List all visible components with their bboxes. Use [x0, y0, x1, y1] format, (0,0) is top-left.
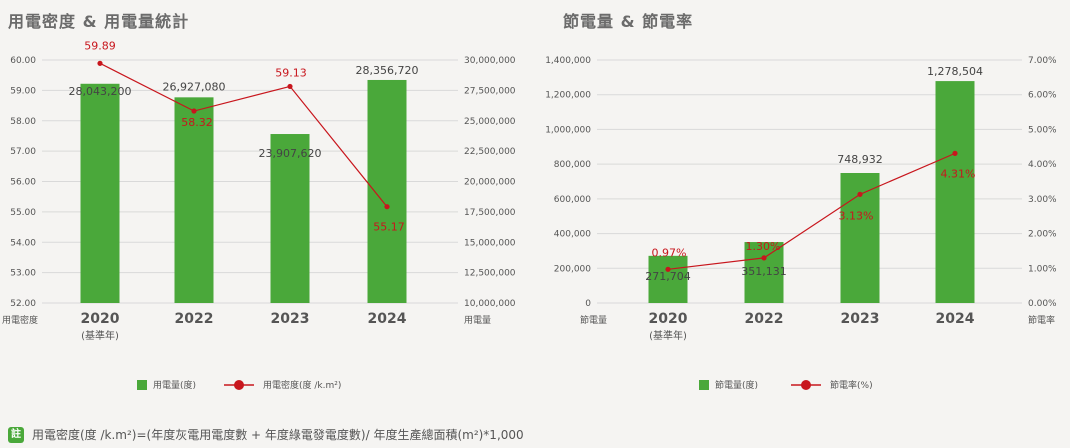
right-left-tick-label: 0 — [585, 299, 591, 309]
left-left-tick-label: 55.00 — [10, 208, 36, 218]
left-right-tick-label: 10,000,000 — [464, 299, 516, 309]
right-bar-2020 — [648, 255, 688, 303]
left-right-tick-label: 30,000,000 — [464, 56, 516, 66]
right-right-tick-label: 4.00% — [1028, 160, 1057, 170]
left-bar-label: 28,043,200 — [69, 85, 132, 98]
left-bar-label: 28,356,720 — [356, 64, 419, 77]
left-legend-bar-swatch — [137, 380, 147, 390]
left-category-label: 2022 — [175, 311, 214, 327]
left-right-axis-name: 用電量 — [464, 315, 491, 326]
right-left-tick-label: 1,000,000 — [545, 125, 591, 135]
left-right-tick-label: 22,500,000 — [464, 147, 516, 157]
right-right-tick-label: 7.00% — [1028, 56, 1057, 66]
left-right-tick-label: 27,500,000 — [464, 86, 516, 96]
right-bar-label: 1,278,504 — [927, 65, 983, 78]
right-right-tick-label: 5.00% — [1028, 125, 1057, 135]
right-right-tick-label: 3.00% — [1028, 195, 1057, 205]
left-line-label: 59.13 — [275, 66, 307, 79]
right-left-axis-name: 節電量 — [580, 314, 607, 326]
right-left-tick-label: 800,000 — [554, 160, 591, 170]
footnote-text: 用電密度(度 /k.m²)=(年度灰電用電度數 + 年度綠電發電度數)/ 年度生… — [32, 428, 524, 442]
right-legend-bar-swatch — [699, 380, 709, 390]
right-bar-2022 — [744, 242, 784, 303]
right-category-label: 2024 — [936, 311, 975, 327]
left-bar-2022 — [174, 97, 214, 304]
right-line-label: 3.13% — [839, 209, 874, 222]
left-bar-2020 — [80, 83, 120, 304]
left-left-tick-label: 57.00 — [10, 147, 36, 157]
left-legend-line-marker — [234, 380, 244, 390]
right-line-label: 0.97% — [652, 246, 687, 259]
left-line-label: 58.32 — [181, 116, 213, 129]
left-category-label: 2023 — [271, 311, 310, 327]
left-line-point-2023 — [287, 83, 293, 90]
right-line-point-2022 — [761, 255, 767, 261]
right-right-tick-label: 0.00% — [1028, 299, 1057, 309]
left-left-tick-label: 58.00 — [10, 117, 36, 127]
right-line-label: 4.31% — [941, 167, 976, 180]
right-right-tick-label: 1.00% — [1028, 264, 1057, 274]
left-chart-title: 用電密度 & 用電量統計 — [8, 12, 190, 31]
left-line-point-2022 — [191, 108, 197, 114]
left-bar-2024 — [367, 79, 407, 303]
right-legend-bar-label: 節電量(度) — [715, 379, 758, 391]
left-right-tick-label: 15,000,000 — [464, 238, 516, 248]
left-right-tick-label: 25,000,000 — [464, 117, 516, 127]
footnote: 註 用電密度(度 /k.m²)=(年度灰電用電度數 + 年度綠電發電度數)/ 年… — [8, 426, 524, 443]
left-left-tick-label: 60.00 — [10, 56, 36, 66]
right-right-tick-label: 2.00% — [1028, 230, 1057, 240]
right-right-tick-label: 6.00% — [1028, 91, 1057, 101]
left-line-point-2020 — [97, 60, 103, 66]
right-left-tick-label: 200,000 — [554, 264, 591, 274]
left-bar-2023 — [270, 134, 310, 303]
right-category-label: 2023 — [841, 311, 880, 327]
right-bar-label: 271,704 — [645, 270, 691, 283]
left-legend-line-label: 用電密度(度 /k.m²) — [263, 379, 341, 391]
right-left-tick-label: 600,000 — [554, 195, 591, 205]
left-category-label: 2024 — [368, 311, 407, 327]
right-bar-label: 351,131 — [741, 265, 787, 278]
right-left-tick-label: 400,000 — [554, 230, 591, 240]
right-left-tick-label: 1,400,000 — [545, 56, 591, 66]
left-left-tick-label: 53.00 — [10, 269, 36, 279]
right-line-point-2023 — [857, 191, 863, 197]
charts-canvas: 52.00 53.00 54.00 55.00 56.00 57.00 58.00 59.00… — [2, 39, 1057, 391]
left-line-label: 59.89 — [84, 39, 116, 52]
right-chart-title: 節電量 & 節電率 — [563, 12, 694, 31]
left-left-axis-name: 用電密度 — [2, 314, 38, 326]
right-legend-line-marker — [801, 380, 811, 390]
right-line-series — [667, 152, 956, 270]
left-category-sublabel: (基準年) — [81, 329, 119, 342]
right-line-label: 1.30% — [746, 240, 781, 253]
right-bar-label: 748,932 — [837, 153, 883, 166]
note-badge: 註 — [8, 426, 24, 443]
left-bar-label: 23,907,620 — [259, 147, 322, 160]
left-legend-bar-label: 用電量(度) — [153, 379, 196, 391]
left-left-tick-label: 52.00 — [10, 299, 36, 309]
right-left-tick-label: 1,200,000 — [545, 91, 591, 101]
right-category-sublabel: (基準年) — [649, 329, 687, 342]
left-left-tick-label: 56.00 — [10, 178, 36, 188]
right-line-point-2020 — [665, 266, 671, 272]
right-bar-2024 — [935, 81, 975, 304]
right-line-point-2024 — [952, 150, 958, 156]
right-category-label: 2022 — [745, 311, 784, 327]
right-legend-line-label: 節電率(%) — [830, 379, 873, 391]
left-line-series — [99, 62, 388, 208]
left-right-tick-label: 20,000,000 — [464, 178, 516, 188]
left-right-tick-label: 12,500,000 — [464, 269, 516, 279]
left-right-tick-label: 17,500,000 — [464, 208, 516, 218]
left-left-tick-label: 54.00 — [10, 238, 36, 248]
left-line-point-2024 — [384, 204, 390, 210]
left-left-tick-label: 59.00 — [10, 86, 36, 96]
right-right-axis-name: 節電率 — [1028, 314, 1055, 326]
right-category-label: 2020 — [649, 311, 688, 327]
left-category-label: 2020 — [81, 311, 120, 327]
left-bar-label: 26,927,080 — [163, 80, 226, 93]
left-line-label: 55.17 — [373, 221, 405, 234]
